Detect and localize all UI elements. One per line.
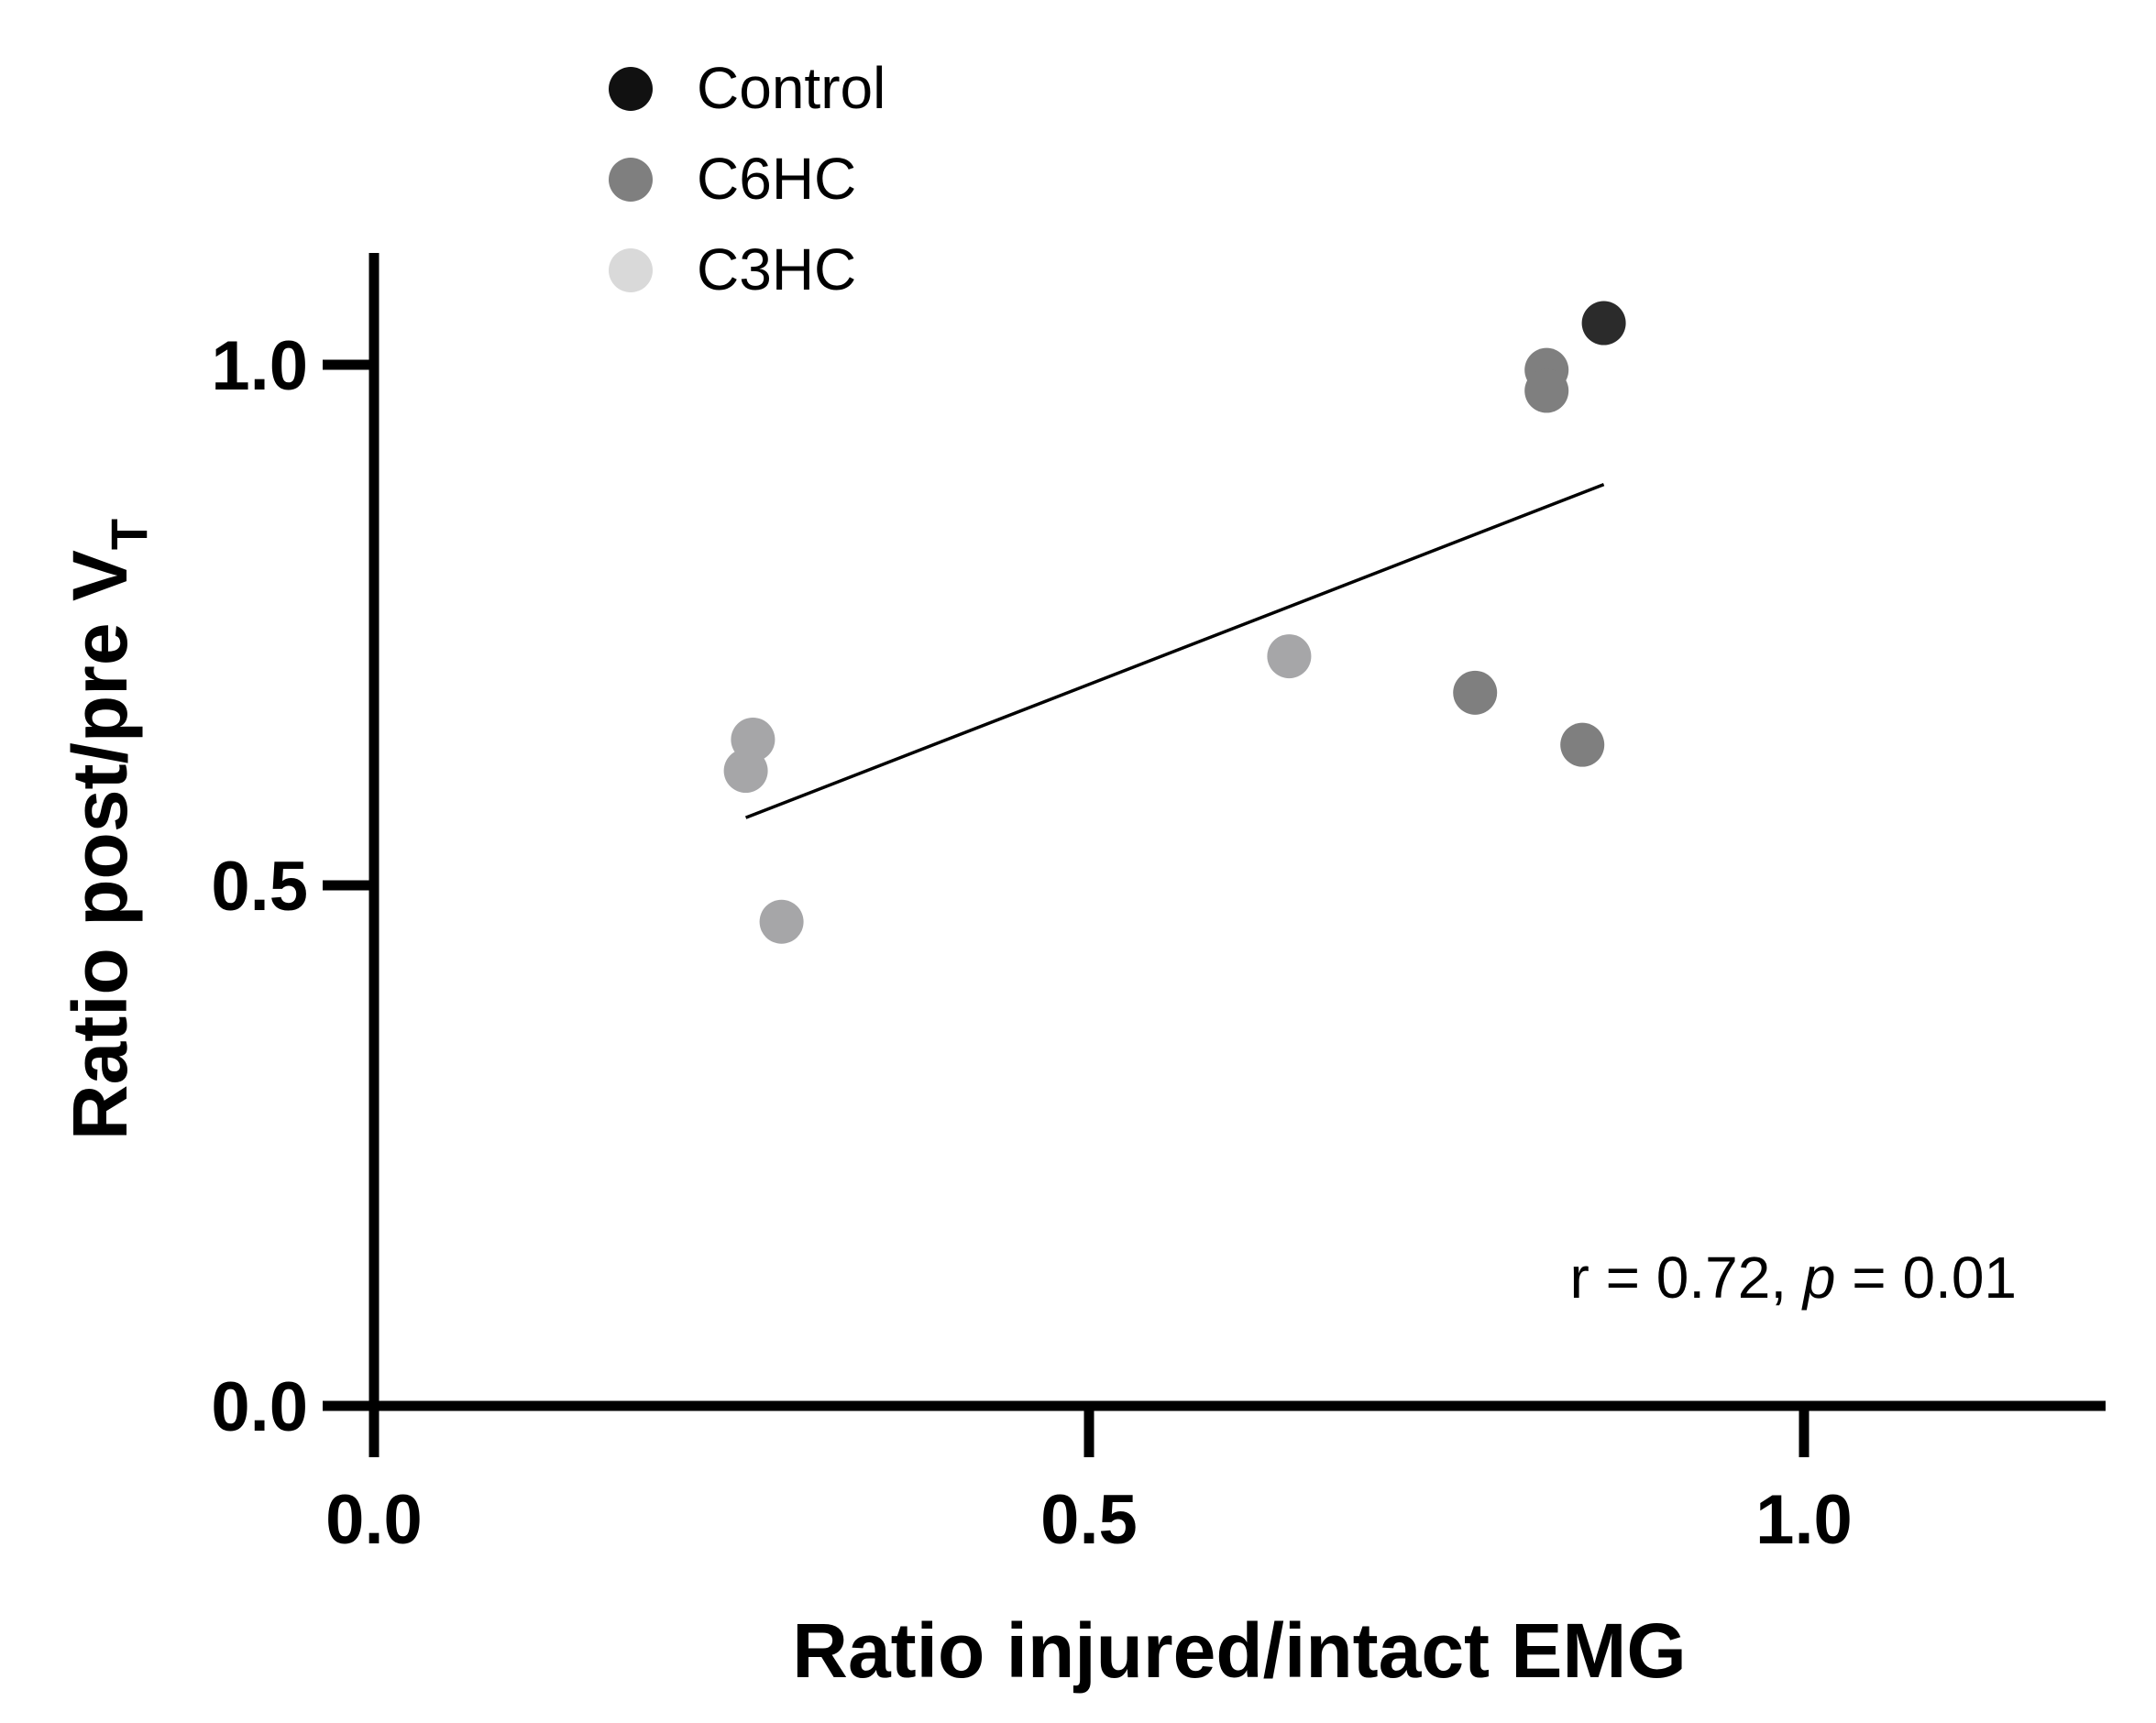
axes: 0.0 0.5 1.0 0.0 0.5 1.0 — [211, 253, 2106, 1559]
y-axis-title-subscript: T — [100, 519, 158, 550]
correlation-p-symbol: p — [1801, 1245, 1836, 1311]
data-point-c6hc — [1524, 368, 1569, 413]
data-points — [723, 301, 1626, 944]
regression-line — [744, 483, 1605, 819]
legend-label-control: Control — [697, 55, 886, 121]
legend-marker-c3hc — [609, 248, 653, 292]
y-axis-title: Ratio post/pre VT — [57, 519, 158, 1140]
y-axis-title-main: Ratio post/pre V — [57, 550, 143, 1140]
y-tick-label: 1.0 — [211, 327, 308, 405]
x-tick-label: 1.0 — [1755, 1481, 1853, 1559]
data-point-control — [1581, 301, 1626, 346]
data-point-c6hc — [1560, 722, 1605, 767]
x-tick-label: 0.5 — [1040, 1481, 1138, 1559]
data-point-c3hc — [723, 749, 768, 794]
correlation-p-text: = 0.01 — [1836, 1245, 2018, 1311]
y-tick-label: 0.0 — [211, 1368, 308, 1446]
legend-label-c6hc: C6HC — [697, 146, 856, 212]
correlation-r-text: r = 0.72, — [1570, 1245, 1803, 1311]
legend-marker-c6hc — [609, 158, 653, 202]
x-tick-label: 0.0 — [325, 1481, 423, 1559]
data-point-c6hc — [1453, 670, 1498, 715]
x-axis-title: Ratio injured/intact EMG — [792, 1608, 1686, 1694]
y-tick-label: 0.5 — [211, 848, 308, 926]
legend-label-c3hc: C3HC — [697, 236, 856, 302]
ticks: 0.0 0.5 1.0 0.0 0.5 1.0 — [211, 327, 1852, 1559]
data-point-c3hc — [759, 899, 804, 944]
legend: Control C6HC C3HC — [609, 55, 886, 302]
correlation-annotation: r = 0.72, p = 0.01 — [1570, 1245, 2017, 1311]
data-point-c3hc — [1267, 634, 1312, 679]
legend-marker-control — [609, 67, 653, 111]
